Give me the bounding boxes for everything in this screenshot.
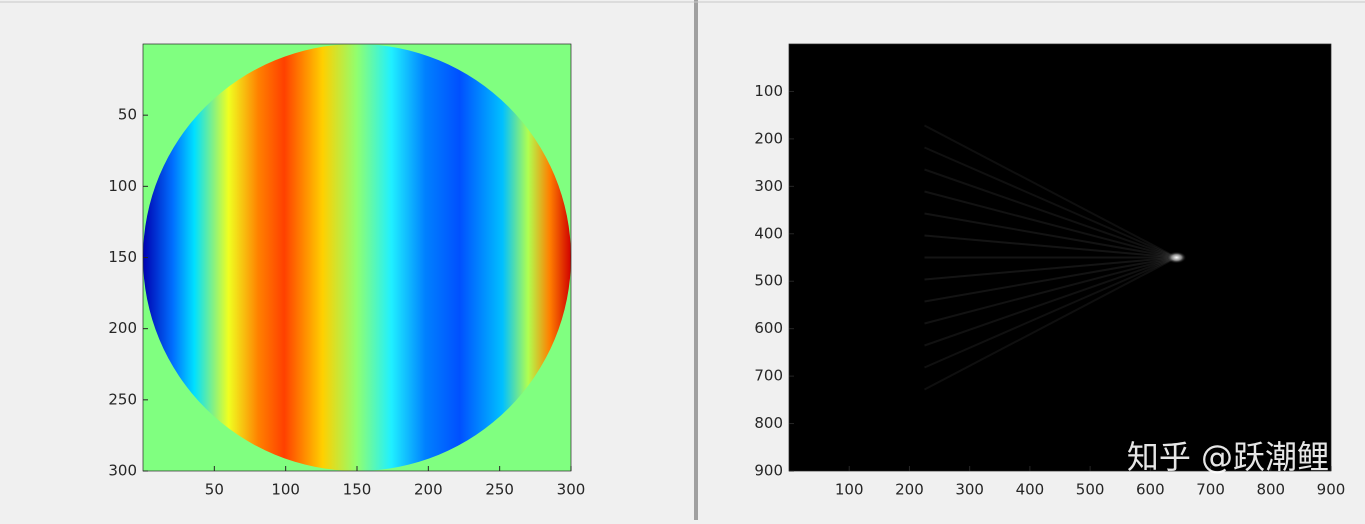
x-tick-label: 500 <box>1076 481 1105 499</box>
fringe <box>924 234 1177 259</box>
focus-spot <box>1166 251 1187 264</box>
y-tick-label: 50 <box>118 106 137 124</box>
x-tick-label: 900 <box>1317 481 1346 499</box>
y-tick-label: 200 <box>108 319 137 337</box>
x-tick-label: 300 <box>955 481 984 499</box>
y-tick-label: 250 <box>108 390 137 408</box>
fringe <box>924 256 1177 391</box>
y-tick-label: 300 <box>108 462 137 480</box>
x-tick-label: 100 <box>271 481 300 499</box>
x-tick-label: 50 <box>205 481 224 499</box>
x-tick-label: 700 <box>1196 481 1225 499</box>
fringe <box>924 190 1177 259</box>
y-tick-label: 500 <box>754 272 783 290</box>
y-tick-label: 800 <box>754 414 783 432</box>
y-tick-label: 400 <box>754 224 783 242</box>
y-tick-label: 200 <box>754 129 783 147</box>
x-tick-label: 800 <box>1256 481 1285 499</box>
fringe <box>924 124 1177 259</box>
y-tick-label: 150 <box>108 248 137 266</box>
x-tick-label: 150 <box>343 481 372 499</box>
fringe <box>924 212 1177 259</box>
y-tick-label: 700 <box>754 367 783 385</box>
image-disk <box>143 44 571 471</box>
y-tick-label: 300 <box>754 177 783 195</box>
x-tick-label: 200 <box>414 481 443 499</box>
plots: 50 100 150 200 250 300 50 100 150 200 250 300 100 200… <box>108 43 1346 499</box>
x-tick-label: 400 <box>1016 481 1045 499</box>
axes-frame <box>788 43 1332 472</box>
x-tick-label: 200 <box>895 481 924 499</box>
x-tick-label: 600 <box>1136 481 1165 499</box>
y-tick-label: 100 <box>754 82 783 100</box>
x-tick-label: 250 <box>485 481 514 499</box>
watermark: 知乎 @跃潮鲤 <box>1127 438 1329 476</box>
y-tick-label: 600 <box>754 319 783 337</box>
fringe <box>924 256 1177 369</box>
window-divider <box>694 0 698 520</box>
fringe <box>924 146 1177 259</box>
fringe <box>924 256 1177 281</box>
fringe <box>924 168 1177 259</box>
y-tick-label: 100 <box>108 177 137 195</box>
fringe <box>924 256 1177 347</box>
y-tick-label: 900 <box>754 462 783 480</box>
x-tick-label: 300 <box>557 481 586 499</box>
image-background <box>789 44 1331 471</box>
fringe <box>924 256 1177 303</box>
fringe <box>924 256 1177 325</box>
x-tick-label: 100 <box>835 481 864 499</box>
